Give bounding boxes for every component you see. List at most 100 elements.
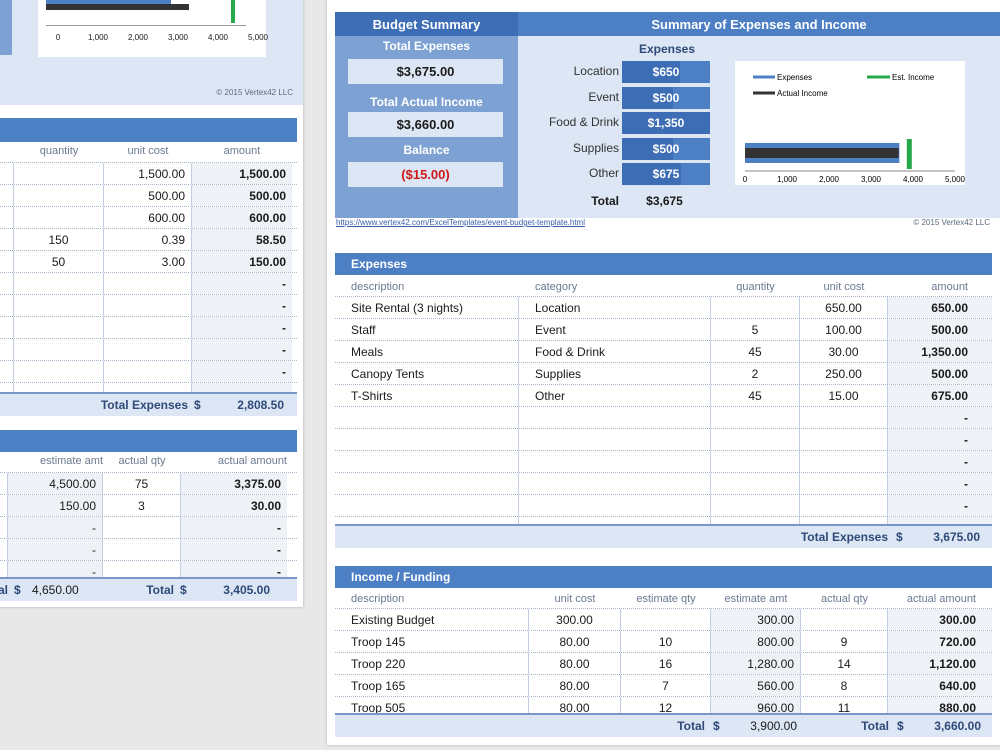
cell-estimate-qty[interactable]: 10: [621, 631, 711, 652]
cell-unit-cost[interactable]: [800, 473, 888, 494]
cell-unit-cost[interactable]: [800, 429, 888, 450]
cell-quantity[interactable]: [711, 451, 800, 472]
cell-description[interactable]: Staff: [335, 319, 519, 340]
summary-item-bar: [622, 61, 680, 83]
cell-actual-qty[interactable]: 14: [801, 653, 888, 674]
cell-unit-cost[interactable]: 650.00: [800, 297, 888, 318]
cell-description[interactable]: T-Shirts: [335, 385, 519, 406]
template-link[interactable]: https://www.vertex42.com/ExcelTemplates/…: [336, 218, 585, 227]
summary-item-value: $650: [652, 65, 680, 79]
left-income-total-value: 3,405.00: [223, 583, 270, 597]
cell-quantity[interactable]: [711, 473, 800, 494]
cell-quantity[interactable]: [711, 297, 800, 318]
cell-category[interactable]: Location: [519, 297, 711, 318]
cell-unit-cost[interactable]: 100.00: [800, 319, 888, 340]
cell-actual-qty[interactable]: 8: [801, 675, 888, 696]
cell-unit-cost[interactable]: 600.00: [104, 207, 192, 228]
cell-estimate-qty[interactable]: [621, 609, 711, 630]
table-row: Staff Event 5 100.00 500.00: [335, 319, 992, 341]
cell-actual-qty[interactable]: [103, 517, 181, 538]
cell-unit-cost[interactable]: 1,500.00: [104, 163, 192, 184]
cell-description[interactable]: [335, 429, 519, 450]
cell-description[interactable]: Troop 165: [335, 675, 529, 696]
cell-estimate-qty[interactable]: 7: [621, 675, 711, 696]
cell-unit-cost[interactable]: [104, 295, 192, 316]
cell-category[interactable]: Other: [519, 385, 711, 406]
cell-description[interactable]: [335, 407, 519, 428]
cell-quantity[interactable]: [14, 163, 104, 184]
left-income-header: [0, 430, 297, 452]
cell-category[interactable]: Food & Drink: [519, 341, 711, 362]
cell-quantity[interactable]: [14, 361, 104, 382]
cell-quantity[interactable]: [14, 273, 104, 294]
cell-description[interactable]: [335, 451, 519, 472]
chart-tick-label: 1,000: [777, 175, 798, 184]
left-expenses-table: 1,500.00 1,500.00 500.00 500.00 600.00 600.00…: [0, 163, 297, 405]
cell-actual-qty[interactable]: 11: [801, 697, 888, 718]
cell-quantity[interactable]: [711, 429, 800, 450]
cell-quantity[interactable]: 45: [711, 341, 800, 362]
cell-description[interactable]: Troop 145: [335, 631, 529, 652]
cell-unit-cost[interactable]: [104, 339, 192, 360]
cell-category[interactable]: [519, 407, 711, 428]
cell-quantity[interactable]: [14, 317, 104, 338]
cell-unit-cost[interactable]: [800, 407, 888, 428]
cell-unit-cost[interactable]: [104, 273, 192, 294]
cell-quantity[interactable]: [711, 495, 800, 516]
cell-quantity[interactable]: 50: [14, 251, 104, 272]
cell-description[interactable]: Troop 220: [335, 653, 529, 674]
cell-actual-qty[interactable]: 9: [801, 631, 888, 652]
cell-unit-cost[interactable]: 30.00: [800, 341, 888, 362]
cell-unit-cost[interactable]: [800, 495, 888, 516]
cell-quantity[interactable]: 5: [711, 319, 800, 340]
cell-quantity[interactable]: [14, 185, 104, 206]
cell-category[interactable]: [519, 451, 711, 472]
cell-quantity[interactable]: 45: [711, 385, 800, 406]
summary-expenses-label: Expenses: [638, 42, 696, 56]
cell-quantity[interactable]: [14, 295, 104, 316]
cell-category[interactable]: [519, 495, 711, 516]
cell-estimate-qty[interactable]: 12: [621, 697, 711, 718]
expenses-title-text: Expenses: [351, 257, 408, 271]
cell-unit-cost[interactable]: 80.00: [529, 697, 621, 718]
cell-actual-qty[interactable]: 3: [103, 495, 181, 516]
cell-category[interactable]: [519, 429, 711, 450]
cell-estimate-qty[interactable]: 16: [621, 653, 711, 674]
cell-category[interactable]: Event: [519, 319, 711, 340]
cell-actual-qty[interactable]: [103, 561, 181, 582]
cell-quantity[interactable]: [711, 407, 800, 428]
cell-unit-cost[interactable]: 250.00: [800, 363, 888, 384]
left-sheet: 0 1,000 2,000 3,000 4,000 5,000 © 2015 Vertex…: [0, 0, 303, 607]
cell-unit-cost[interactable]: 80.00: [529, 631, 621, 652]
cell-unit-cost[interactable]: 80.00: [529, 653, 621, 674]
cell-unit-cost[interactable]: 300.00: [529, 609, 621, 630]
cell-description[interactable]: Site Rental (3 nights): [335, 297, 519, 318]
chart-marker-est-income: [906, 139, 912, 169]
income-col-estimate-amt: estimate amt: [724, 593, 788, 605]
table-row: 600.00 600.00: [0, 207, 297, 229]
cell-unit-cost[interactable]: 15.00: [800, 385, 888, 406]
cell-category[interactable]: [519, 473, 711, 494]
cell-quantity[interactable]: [14, 207, 104, 228]
cell-unit-cost[interactable]: [104, 317, 192, 338]
cell-unit-cost[interactable]: 0.39: [104, 229, 192, 250]
cell-description[interactable]: Meals: [335, 341, 519, 362]
cell-actual-qty[interactable]: [103, 539, 181, 560]
cell-quantity[interactable]: 150: [14, 229, 104, 250]
cell-unit-cost[interactable]: [104, 361, 192, 382]
cell-description[interactable]: [335, 495, 519, 516]
cell-quantity[interactable]: 2: [711, 363, 800, 384]
cell-quantity[interactable]: [14, 339, 104, 360]
budget-summary-title: Budget Summary: [335, 12, 518, 36]
cell-actual-qty[interactable]: [801, 609, 888, 630]
cell-description[interactable]: Troop 505: [335, 697, 529, 718]
cell-unit-cost[interactable]: 80.00: [529, 675, 621, 696]
cell-unit-cost[interactable]: [800, 451, 888, 472]
cell-category[interactable]: Supplies: [519, 363, 711, 384]
cell-description[interactable]: Existing Budget: [335, 609, 529, 630]
cell-unit-cost[interactable]: 500.00: [104, 185, 192, 206]
cell-description[interactable]: Canopy Tents: [335, 363, 519, 384]
cell-actual-qty[interactable]: 75: [103, 473, 181, 494]
cell-unit-cost[interactable]: 3.00: [104, 251, 192, 272]
cell-description[interactable]: [335, 473, 519, 494]
